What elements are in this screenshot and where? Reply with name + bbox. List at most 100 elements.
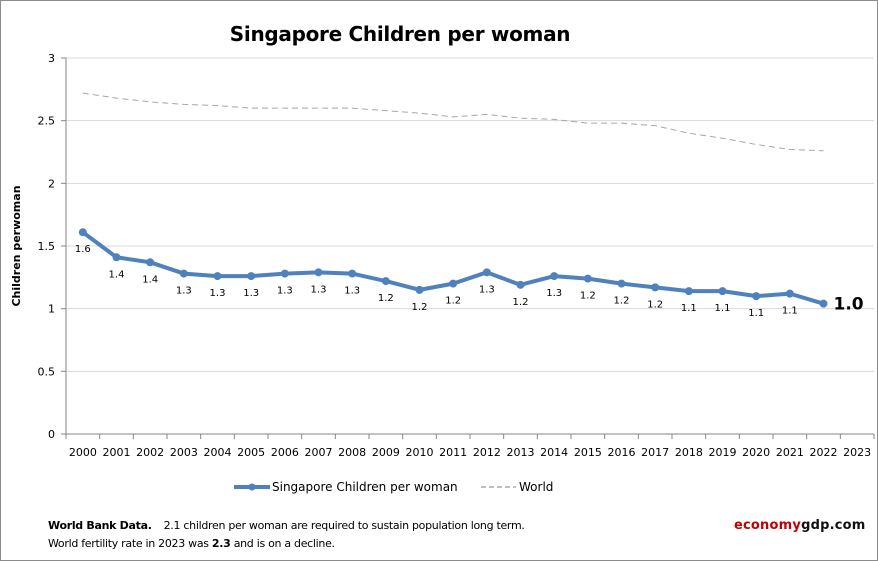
data-label: 1.3: [176, 286, 192, 297]
x-axis-ticks: 2000 2001 2002 2003 2004 2005 2006 2007 2008 2009…: [65, 434, 875, 459]
footer-line-1-text: 2.1 children per woman are required to s…: [163, 519, 525, 532]
data-label: 1.2: [412, 302, 428, 313]
data-label: 1.2: [378, 293, 394, 304]
brand-logo[interactable]: economygdp.com: [734, 518, 866, 533]
x-tick-label: 2018: [675, 446, 703, 459]
data-label: 1.2: [614, 296, 630, 307]
singapore-point: [583, 274, 592, 283]
x-tick-label: 2008: [338, 446, 366, 459]
y-tick-label: 2.5: [38, 115, 56, 128]
data-label: 1.2: [580, 291, 596, 302]
chart-title: Singapore Children per woman: [229, 22, 571, 46]
x-tick-label: 2020: [742, 446, 770, 459]
y-tick-label: 0: [48, 428, 55, 441]
gridlines: [66, 57, 874, 372]
data-label: 1.3: [344, 286, 360, 297]
y-tick-label: 0.5: [38, 365, 56, 378]
brand-part-1: economy: [734, 518, 802, 533]
legend-singapore-label: Singapore Children per woman: [272, 480, 458, 494]
singapore-point: [449, 279, 458, 288]
data-label: 1.6: [75, 244, 91, 255]
footer-line-2: World fertility rate in 2023 was 2.3 and…: [48, 535, 525, 553]
series-world: [82, 92, 824, 152]
x-tick-label: 2017: [641, 446, 669, 459]
singapore-point: [684, 287, 693, 296]
source-label: World Bank Data.: [48, 519, 152, 532]
x-tick-label: 2014: [540, 446, 568, 459]
singapore-point: [752, 292, 761, 301]
latest-value-label: 1.0: [834, 295, 864, 315]
singapore-line: [81, 230, 825, 306]
singapore-point: [314, 268, 323, 277]
data-label: 1.3: [479, 284, 495, 295]
singapore-point: [78, 228, 87, 237]
x-tick-label: 2002: [136, 446, 164, 459]
singapore-point: [381, 277, 390, 286]
y-tick-label: 1: [48, 303, 55, 316]
y-tick-label: 3: [48, 52, 55, 65]
data-label: 1.2: [513, 297, 529, 308]
footer-line-1: World Bank Data. 2.1 children per woman a…: [48, 517, 525, 535]
singapore-point: [179, 269, 188, 278]
singapore-point: [550, 272, 559, 281]
data-label: 1.3: [546, 288, 562, 299]
singapore-point: [617, 279, 626, 288]
x-tick-label: 2016: [608, 446, 636, 459]
data-label: 1.2: [445, 296, 461, 307]
singapore-point: [247, 272, 256, 281]
x-tick-label: 2000: [69, 446, 97, 459]
data-label: 1.3: [277, 286, 293, 297]
singapore-point: [112, 253, 121, 262]
data-label: 1.4: [109, 269, 125, 280]
x-tick-label: 2023: [843, 446, 871, 459]
legend-singapore-marker-icon: [248, 483, 256, 491]
data-label: 1.1: [748, 308, 764, 319]
x-tick-label: 2011: [439, 446, 467, 459]
x-tick-label: 2001: [103, 446, 131, 459]
singapore-point: [482, 268, 491, 277]
singapore-point: [718, 287, 727, 296]
x-tick-label: 2022: [810, 446, 838, 459]
data-label: 1.1: [715, 303, 731, 314]
data-label: 1.3: [243, 288, 259, 299]
x-tick-label: 2013: [507, 446, 535, 459]
x-tick-label: 2015: [574, 446, 602, 459]
x-tick-label: 2019: [709, 446, 737, 459]
singapore-point: [785, 289, 794, 298]
x-tick-label: 2010: [406, 446, 434, 459]
singapore-point: [213, 272, 222, 281]
footer-line-2-post: and is on a decline.: [230, 537, 335, 550]
x-tick-label: 2021: [776, 446, 804, 459]
singapore-point: [280, 269, 289, 278]
x-tick-label: 2012: [473, 446, 501, 459]
y-axis-title: Children perwoman: [10, 185, 23, 306]
legend: Singapore Children per woman World: [234, 480, 553, 494]
singapore-point: [415, 285, 424, 294]
y-tick-label: 1.5: [38, 240, 56, 253]
x-tick-label: 2003: [170, 446, 198, 459]
singapore-point: [146, 258, 155, 267]
singapore-point: [819, 299, 828, 308]
singapore-point: [348, 269, 357, 278]
world-line: [82, 92, 824, 152]
y-tick-label: 2: [48, 177, 55, 190]
data-labels: 1.6 1.4 1.4 1.3 1.3 1.3 1.3 1.3 1.3 1.2 1.2 1.2 1.3 1…: [75, 244, 864, 319]
footer-note: World Bank Data. 2.1 children per woman a…: [48, 517, 525, 553]
data-label: 1.1: [681, 303, 697, 314]
y-axis-ticks: 0 0.5 1 1.5 2 2.5 3: [38, 52, 66, 441]
x-tick-label: 2005: [237, 446, 265, 459]
x-tick-label: 2004: [204, 446, 232, 459]
singapore-point: [651, 283, 660, 292]
x-tick-label: 2007: [305, 446, 333, 459]
data-label: 1.4: [142, 274, 158, 285]
x-tick-label: 2009: [372, 446, 400, 459]
world-rate-value: 2.3: [211, 537, 231, 550]
data-label: 1.3: [210, 288, 226, 299]
legend-world-label: World: [519, 480, 553, 494]
footer-line-2-pre: World fertility rate in 2023 was: [48, 537, 212, 550]
data-label: 1.1: [782, 306, 798, 317]
brand-part-2: gdp.com: [801, 518, 866, 533]
series-singapore: [78, 228, 828, 308]
